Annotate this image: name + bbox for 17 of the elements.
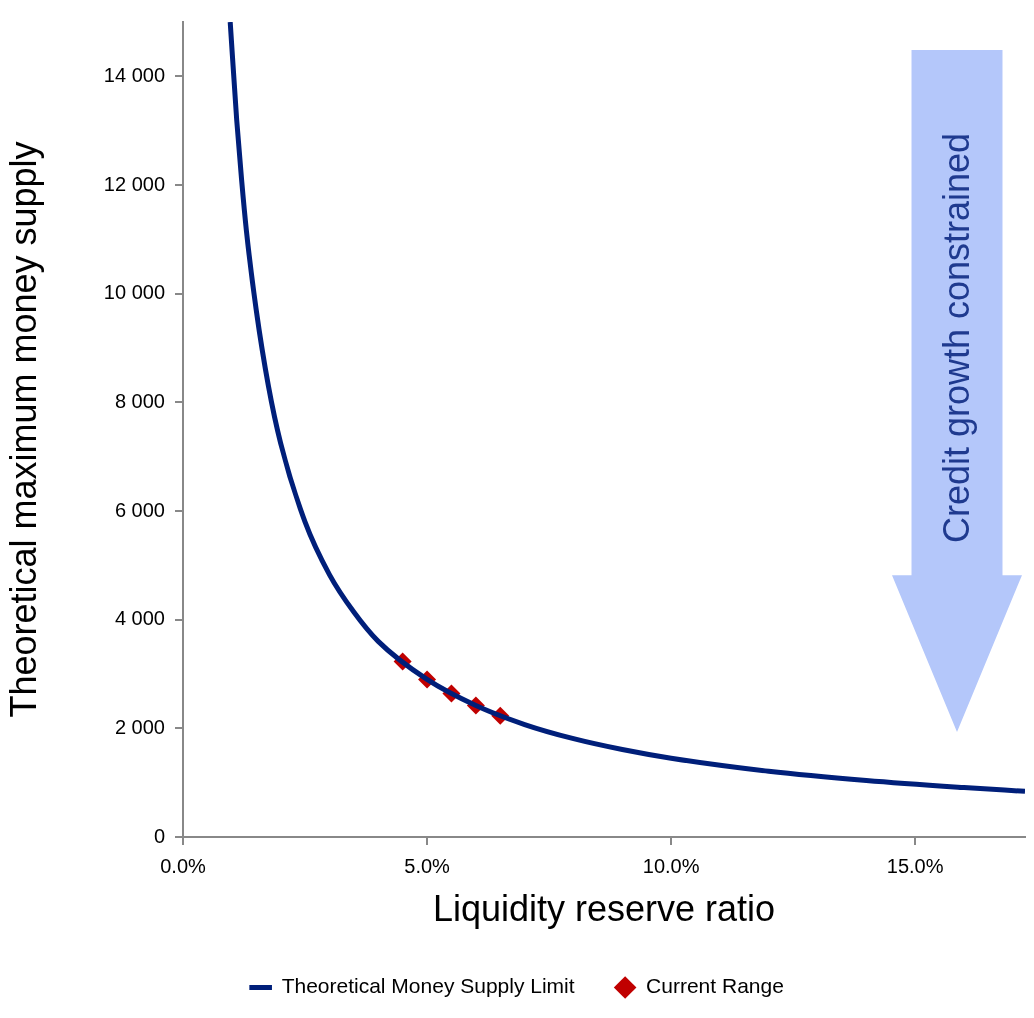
y-tick-label: 4 000 [114,607,165,630]
y-tick-label: 10 000 [103,281,165,304]
x-tick-label: 0.0% [160,854,207,877]
x-tick-label: 15.0% [886,854,944,877]
y-tick-label: 8 000 [114,389,165,412]
y-tick-label: 6 000 [114,498,165,521]
y-tick-label: 12 000 [103,172,165,195]
x-tick-label: 5.0% [404,854,451,877]
x-tick-label: 10.0% [642,854,700,877]
y-tick-label: 0 [153,824,165,847]
legend-label: Current Range [646,974,784,998]
legend-label: Theoretical Money Supply Limit [281,974,575,998]
x-axis-title: Liquidity reserve ratio [432,888,776,930]
y-axis-title: Theoretical maximum money supply [2,141,44,718]
annotation: Credit growth constrained [935,131,978,546]
y-tick-label: 2 000 [114,715,165,738]
y-tick-label: 14 000 [103,63,165,86]
